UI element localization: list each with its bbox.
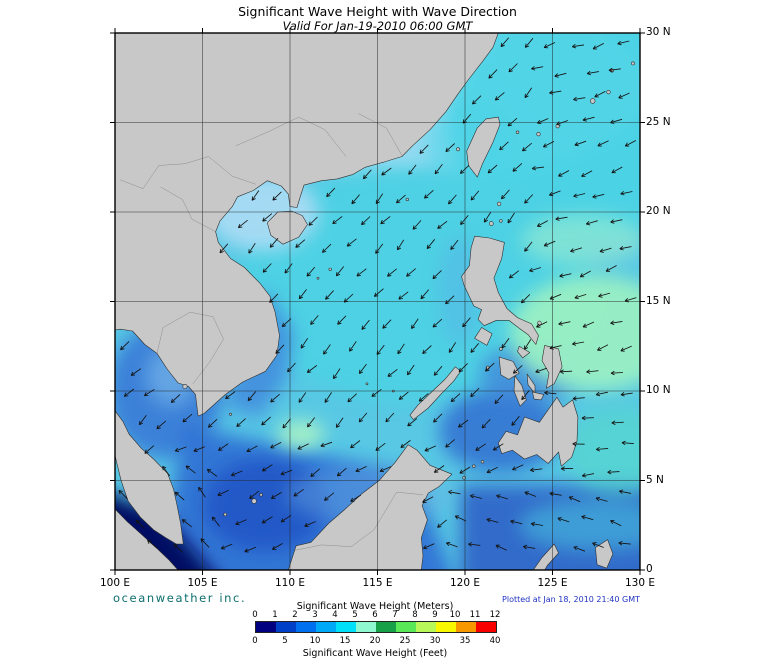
legend-meter-tick: 10 xyxy=(449,610,461,620)
lon-label: 130 E xyxy=(624,577,655,589)
wave-height-map xyxy=(105,23,650,580)
legend-meters-title: Significant Wave Height (Meters) xyxy=(296,601,454,612)
legend-feet-tick: 5 xyxy=(282,636,288,646)
map-content xyxy=(115,33,640,570)
legend-feet-tick: 15 xyxy=(339,636,351,646)
oceanweather-logo-text: oceanweather inc. xyxy=(113,591,247,605)
legend-meter-tick: 4 xyxy=(332,610,338,620)
legend-color-cell xyxy=(456,622,476,632)
map-subtitle: Valid For Jan-19-2010 06:00 GMT xyxy=(282,19,473,33)
legend-color-cell xyxy=(276,622,296,632)
lat-label: 5 N xyxy=(646,473,664,486)
graticule xyxy=(115,33,640,570)
lon-label: 125 E xyxy=(537,577,568,589)
legend-color-cell xyxy=(376,622,396,632)
lon-label: 120 E xyxy=(449,577,480,589)
map-title: Significant Wave Height with Wave Direct… xyxy=(238,4,517,19)
legend-color-cell xyxy=(356,622,376,632)
legend-color-cell xyxy=(476,622,496,632)
legend-meter-tick: 9 xyxy=(432,610,438,620)
lon-label: 110 E xyxy=(274,577,305,589)
legend-color-cell xyxy=(316,622,336,632)
legend-meter-tick: 0 xyxy=(252,610,258,620)
lat-label: 0 xyxy=(646,563,653,575)
lat-label: 30 N xyxy=(646,26,671,38)
legend-color-cell xyxy=(396,622,416,632)
plotted-timestamp: Plotted at Jan 18, 2010 21:40 GMT xyxy=(502,595,640,604)
lon-label: 100 E xyxy=(99,577,130,589)
country-borders xyxy=(120,113,424,551)
legend-feet-tick: 35 xyxy=(459,636,471,646)
legend-feet-title: Significant Wave Height (Feet) xyxy=(302,648,448,659)
lat-label: 25 N xyxy=(646,115,671,128)
lon-label: 105 E xyxy=(187,577,218,589)
lat-label: 10 N xyxy=(646,384,671,396)
legend-color-cell xyxy=(416,622,436,632)
wave-direction-arrows xyxy=(118,37,637,553)
wave-map-svg xyxy=(110,28,645,575)
legend-meter-tick: 7 xyxy=(392,610,398,620)
legend-feet-tick: 25 xyxy=(399,636,411,646)
legend-color-cell xyxy=(296,622,316,632)
legend-feet-tick: 20 xyxy=(369,636,381,646)
legend-meter-tick: 2 xyxy=(292,610,298,620)
lon-label: 115 E xyxy=(362,577,393,589)
legend-meter-tick: 3 xyxy=(312,610,318,620)
land-masses xyxy=(115,33,635,570)
lat-label: 15 N xyxy=(646,294,671,307)
legend-feet-tick: 10 xyxy=(309,636,321,646)
legend-meter-tick: 1 xyxy=(272,610,278,620)
legend-meter-tick: 11 xyxy=(469,610,481,620)
legend-colorbar xyxy=(255,621,497,633)
legend-color-cell xyxy=(436,622,456,632)
legend-meter-tick: 6 xyxy=(372,610,378,620)
legend-feet-tick: 40 xyxy=(489,636,501,646)
lat-label: 20 N xyxy=(646,205,671,217)
legend-feet-tick: 0 xyxy=(252,636,258,646)
legend-meter-tick: 5 xyxy=(352,610,358,620)
legend-color-cell xyxy=(256,622,276,632)
axis-ticks xyxy=(110,28,645,575)
legend-meter-tick: 8 xyxy=(412,610,418,620)
legend-feet-tick: 30 xyxy=(429,636,441,646)
legend-color-cell xyxy=(336,622,356,632)
legend-meter-tick: 12 xyxy=(489,610,501,620)
